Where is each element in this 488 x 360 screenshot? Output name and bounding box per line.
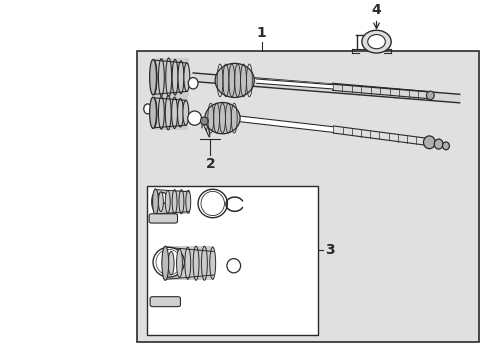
Ellipse shape bbox=[158, 59, 164, 96]
Ellipse shape bbox=[204, 103, 240, 134]
Ellipse shape bbox=[153, 247, 184, 277]
Ellipse shape bbox=[215, 63, 254, 98]
Text: 4: 4 bbox=[371, 3, 381, 17]
Ellipse shape bbox=[149, 97, 156, 129]
Ellipse shape bbox=[177, 99, 183, 127]
Ellipse shape bbox=[193, 246, 199, 280]
Ellipse shape bbox=[151, 194, 156, 210]
Ellipse shape bbox=[183, 63, 189, 91]
Ellipse shape bbox=[183, 100, 188, 125]
Ellipse shape bbox=[200, 117, 208, 125]
Bar bbox=[154, 96, 188, 130]
Polygon shape bbox=[193, 73, 459, 103]
Ellipse shape bbox=[442, 142, 448, 150]
Ellipse shape bbox=[172, 59, 178, 95]
Ellipse shape bbox=[184, 247, 190, 279]
Text: 3: 3 bbox=[325, 243, 334, 257]
Ellipse shape bbox=[152, 189, 158, 215]
Ellipse shape bbox=[162, 246, 168, 280]
Ellipse shape bbox=[151, 60, 157, 94]
Ellipse shape bbox=[423, 136, 434, 149]
Ellipse shape bbox=[178, 61, 183, 94]
Ellipse shape bbox=[165, 58, 171, 96]
Ellipse shape bbox=[188, 77, 198, 89]
Ellipse shape bbox=[168, 252, 174, 275]
Bar bbox=[166, 246, 214, 280]
Ellipse shape bbox=[165, 190, 170, 213]
Ellipse shape bbox=[156, 249, 181, 275]
Ellipse shape bbox=[201, 246, 207, 280]
Ellipse shape bbox=[185, 190, 190, 213]
Ellipse shape bbox=[171, 97, 177, 129]
Ellipse shape bbox=[157, 193, 167, 204]
Bar bbox=[156, 190, 189, 214]
Ellipse shape bbox=[433, 139, 442, 149]
Ellipse shape bbox=[158, 96, 164, 129]
FancyBboxPatch shape bbox=[149, 214, 177, 223]
Ellipse shape bbox=[158, 192, 163, 212]
Bar bbox=[154, 58, 189, 96]
Ellipse shape bbox=[179, 190, 183, 214]
Ellipse shape bbox=[172, 190, 177, 214]
Ellipse shape bbox=[367, 35, 385, 49]
Polygon shape bbox=[239, 116, 332, 132]
Ellipse shape bbox=[165, 96, 171, 130]
Text: 2: 2 bbox=[205, 157, 215, 171]
Polygon shape bbox=[256, 79, 332, 89]
Ellipse shape bbox=[198, 189, 227, 218]
Ellipse shape bbox=[209, 247, 215, 279]
Ellipse shape bbox=[149, 59, 156, 95]
Ellipse shape bbox=[187, 111, 201, 125]
Ellipse shape bbox=[151, 98, 157, 128]
Bar bbox=[146, 186, 317, 335]
Ellipse shape bbox=[226, 258, 240, 273]
Ellipse shape bbox=[426, 91, 433, 100]
Ellipse shape bbox=[201, 192, 224, 216]
Ellipse shape bbox=[143, 104, 151, 114]
Bar bbox=[137, 50, 478, 342]
Text: 1: 1 bbox=[256, 26, 266, 40]
Ellipse shape bbox=[361, 30, 390, 53]
FancyBboxPatch shape bbox=[150, 297, 180, 307]
Ellipse shape bbox=[176, 249, 182, 278]
